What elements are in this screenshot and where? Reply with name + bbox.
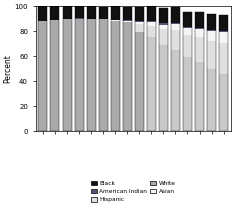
Bar: [111, 7, 120, 131]
Bar: [50, 20, 60, 131]
Bar: [195, 12, 204, 28]
Bar: [159, 29, 168, 45]
Bar: [111, 7, 120, 20]
Bar: [183, 12, 192, 131]
Bar: [183, 35, 192, 57]
Bar: [135, 7, 144, 131]
Bar: [147, 21, 156, 22]
Bar: [38, 6, 47, 21]
Bar: [123, 22, 132, 131]
Bar: [87, 6, 96, 19]
Bar: [87, 6, 96, 131]
Bar: [135, 7, 144, 21]
Bar: [195, 37, 204, 62]
Bar: [63, 6, 72, 131]
Bar: [135, 21, 144, 22]
Bar: [74, 6, 84, 18]
Bar: [74, 19, 84, 131]
Legend: Black, American Indian, Hispanic, White, Asian: Black, American Indian, Hispanic, White,…: [90, 180, 177, 204]
Bar: [38, 21, 47, 131]
Bar: [99, 7, 108, 131]
Bar: [135, 22, 144, 24]
Bar: [99, 20, 108, 131]
Bar: [159, 25, 168, 29]
Bar: [207, 14, 216, 30]
Bar: [207, 69, 216, 131]
Bar: [135, 32, 144, 131]
Bar: [99, 19, 108, 20]
Bar: [183, 57, 192, 131]
Bar: [171, 50, 180, 131]
Bar: [171, 7, 180, 23]
Bar: [123, 7, 132, 131]
Bar: [159, 24, 168, 25]
Bar: [159, 45, 168, 131]
Bar: [219, 15, 228, 131]
Bar: [159, 8, 168, 24]
Bar: [99, 7, 108, 19]
Bar: [195, 62, 204, 131]
Bar: [219, 74, 228, 131]
Bar: [195, 12, 204, 131]
Bar: [50, 6, 60, 131]
Bar: [147, 6, 156, 21]
Bar: [183, 12, 192, 28]
Bar: [207, 41, 216, 69]
Bar: [219, 43, 228, 74]
Bar: [135, 24, 144, 32]
Bar: [74, 18, 84, 19]
Bar: [147, 37, 156, 131]
Bar: [207, 31, 216, 41]
Bar: [74, 6, 84, 131]
Bar: [63, 19, 72, 131]
Bar: [195, 29, 204, 37]
Bar: [50, 6, 60, 20]
Bar: [111, 21, 120, 131]
Bar: [147, 6, 156, 131]
Bar: [219, 31, 228, 32]
Bar: [219, 15, 228, 31]
Bar: [171, 23, 180, 24]
Bar: [123, 21, 132, 22]
Bar: [171, 24, 180, 30]
Y-axis label: Percent: Percent: [3, 54, 12, 83]
Bar: [159, 8, 168, 131]
Bar: [219, 32, 228, 43]
Bar: [147, 26, 156, 37]
Bar: [87, 19, 96, 131]
Bar: [171, 7, 180, 131]
Bar: [38, 6, 47, 131]
Bar: [147, 22, 156, 26]
Bar: [207, 14, 216, 131]
Bar: [63, 6, 72, 19]
Bar: [123, 7, 132, 21]
Bar: [111, 20, 120, 21]
Bar: [183, 28, 192, 35]
Bar: [195, 28, 204, 29]
Bar: [171, 30, 180, 50]
Bar: [207, 30, 216, 31]
